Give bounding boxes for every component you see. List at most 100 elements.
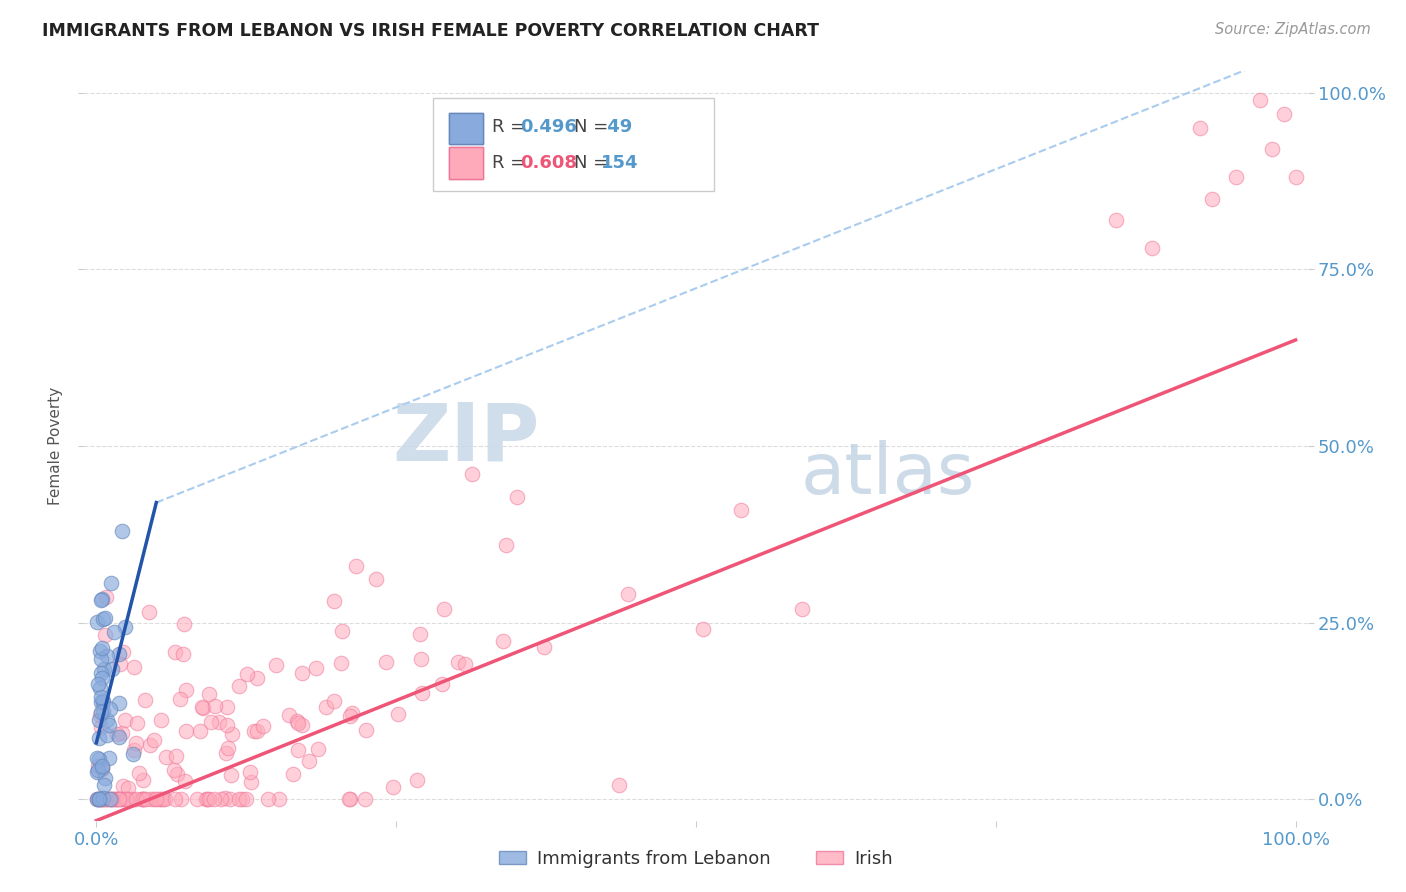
Point xyxy=(204,698,226,713)
Point xyxy=(221,727,243,741)
Point xyxy=(1140,241,1163,255)
Point xyxy=(218,792,240,806)
Point xyxy=(285,714,308,728)
Point xyxy=(118,792,141,806)
Point xyxy=(111,524,134,538)
Point xyxy=(89,792,111,806)
Point xyxy=(91,761,114,775)
Point xyxy=(93,792,115,806)
Point xyxy=(96,649,118,664)
Point xyxy=(86,751,108,765)
FancyBboxPatch shape xyxy=(449,147,484,178)
Point xyxy=(128,765,150,780)
Point xyxy=(132,792,155,806)
Point xyxy=(101,662,124,676)
Point xyxy=(209,792,232,806)
Point xyxy=(145,792,167,806)
Point xyxy=(1249,93,1271,107)
Point xyxy=(91,612,114,626)
Point xyxy=(97,751,120,765)
Point xyxy=(173,617,195,632)
Point xyxy=(87,763,110,777)
Point xyxy=(90,592,112,607)
Point xyxy=(101,792,124,806)
Point xyxy=(492,634,515,648)
Text: 49: 49 xyxy=(600,118,631,136)
Point xyxy=(89,707,111,722)
Point xyxy=(142,732,165,747)
Point xyxy=(453,657,475,671)
Point xyxy=(91,694,114,708)
Point xyxy=(330,624,353,638)
Point xyxy=(356,723,378,737)
Point xyxy=(191,699,214,714)
Point xyxy=(93,662,115,676)
Point xyxy=(110,792,132,806)
Point xyxy=(186,792,208,806)
Point xyxy=(231,792,253,806)
Point xyxy=(173,774,195,789)
Point xyxy=(200,715,222,730)
Point xyxy=(344,559,367,574)
Point xyxy=(214,791,236,805)
Point xyxy=(287,715,309,730)
Point xyxy=(217,741,239,756)
Point xyxy=(152,792,174,806)
Point xyxy=(163,644,186,658)
Point xyxy=(96,728,118,742)
Point xyxy=(98,792,121,806)
Point xyxy=(125,715,148,730)
Point xyxy=(91,704,114,718)
Point xyxy=(197,687,219,701)
Point xyxy=(339,792,361,806)
FancyBboxPatch shape xyxy=(433,97,714,191)
Point xyxy=(108,696,131,710)
Point xyxy=(149,714,172,728)
Point xyxy=(90,792,112,806)
Point xyxy=(105,792,128,806)
Point xyxy=(322,594,344,608)
Point xyxy=(281,767,304,781)
Point xyxy=(90,690,112,704)
Point xyxy=(374,655,396,669)
Point xyxy=(607,778,630,792)
Point xyxy=(131,792,153,806)
Point xyxy=(307,741,329,756)
Point xyxy=(411,652,433,666)
Point xyxy=(354,792,377,806)
Point xyxy=(143,792,166,806)
Point xyxy=(387,706,409,721)
Point xyxy=(134,693,156,707)
Point xyxy=(291,665,314,680)
Point xyxy=(100,702,122,716)
Point xyxy=(236,667,259,681)
Point xyxy=(87,792,110,806)
Point xyxy=(495,537,517,551)
Point xyxy=(215,746,238,760)
Point xyxy=(174,683,197,698)
FancyBboxPatch shape xyxy=(449,112,484,144)
Point xyxy=(228,679,250,693)
Point xyxy=(406,773,429,788)
Point xyxy=(506,490,529,504)
Point xyxy=(198,792,221,806)
Point xyxy=(94,628,117,642)
Point xyxy=(219,768,242,782)
Point xyxy=(132,792,155,806)
Point xyxy=(174,724,197,739)
Point xyxy=(446,655,468,669)
Point xyxy=(91,759,114,773)
Point xyxy=(115,792,138,806)
Point xyxy=(98,792,121,806)
Point xyxy=(264,657,287,672)
Point xyxy=(1188,120,1211,135)
FancyBboxPatch shape xyxy=(449,147,484,178)
Y-axis label: Female Poverty: Female Poverty xyxy=(48,387,63,505)
Point xyxy=(257,792,280,806)
Point xyxy=(100,576,122,591)
Point xyxy=(114,620,136,634)
Point xyxy=(194,792,217,806)
Point xyxy=(165,792,187,806)
Point xyxy=(89,731,111,745)
Point xyxy=(329,656,352,670)
